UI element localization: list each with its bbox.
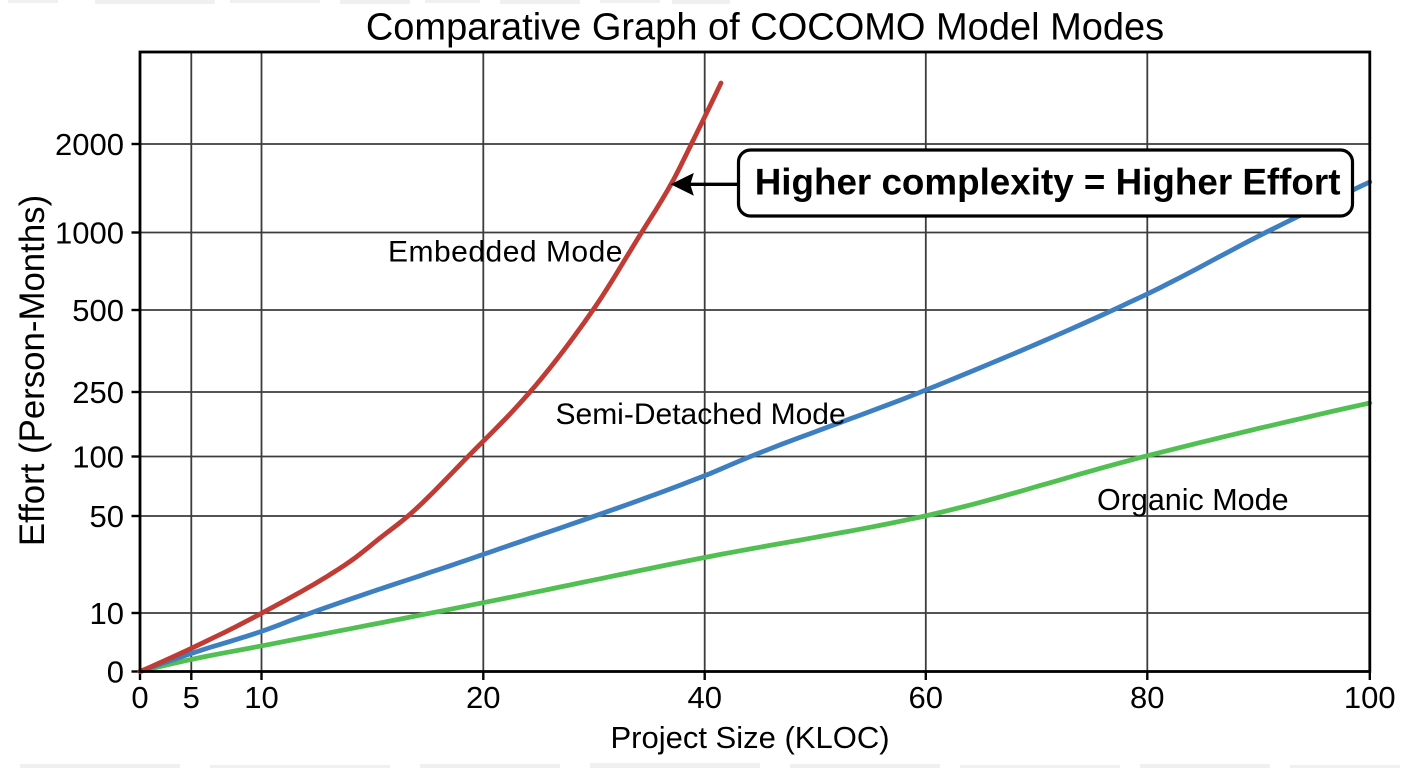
svg-text:80: 80 xyxy=(1130,680,1164,715)
svg-text:0: 0 xyxy=(107,655,124,690)
svg-text:60: 60 xyxy=(909,680,943,715)
svg-text:40: 40 xyxy=(687,680,721,715)
svg-text:10: 10 xyxy=(90,596,124,631)
svg-text:1000: 1000 xyxy=(55,216,124,251)
svg-text:2000: 2000 xyxy=(55,127,124,162)
svg-text:0: 0 xyxy=(131,680,148,715)
svg-text:20: 20 xyxy=(466,680,500,715)
svg-text:Higher complexity = Higher Eff: Higher complexity = Higher Effort xyxy=(755,162,1341,203)
svg-text:Organic Mode: Organic Mode xyxy=(1097,483,1289,517)
svg-text:10: 10 xyxy=(244,680,278,715)
svg-text:5: 5 xyxy=(183,680,200,715)
svg-text:Embedded Mode: Embedded Mode xyxy=(388,236,623,269)
svg-text:100: 100 xyxy=(1344,680,1396,715)
svg-text:100: 100 xyxy=(72,440,124,475)
svg-text:250: 250 xyxy=(72,375,124,410)
svg-text:50: 50 xyxy=(90,499,124,534)
svg-text:Comparative Graph of COCOMO Mo: Comparative Graph of COCOMO Model Modes xyxy=(366,7,1164,49)
svg-text:Project Size (KLOC): Project Size (KLOC) xyxy=(610,720,889,755)
svg-text:Effort (Person-Months): Effort (Person-Months) xyxy=(13,195,52,546)
svg-text:Semi-Detached Mode: Semi-Detached Mode xyxy=(556,398,846,431)
svg-text:500: 500 xyxy=(72,293,124,328)
